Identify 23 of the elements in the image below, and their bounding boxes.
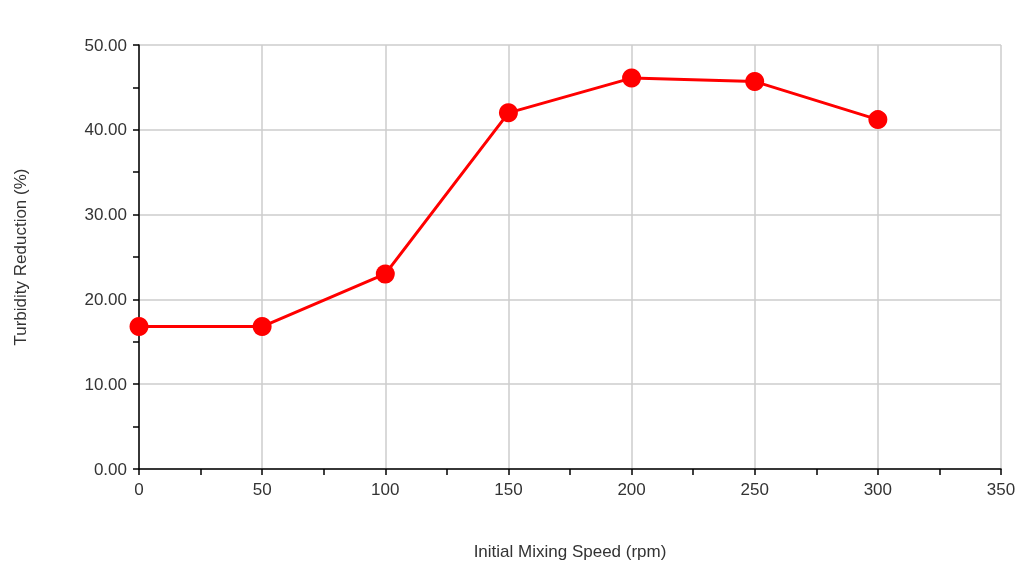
x-tick-label: 300	[863, 480, 893, 499]
x-axis-title: Initial Mixing Speed (rpm)	[473, 542, 667, 561]
y-tick-label: 50.00	[84, 35, 127, 55]
x-tick-label: 150	[494, 480, 523, 499]
point	[622, 68, 642, 88]
x-tick-label: 100	[371, 480, 400, 499]
point	[129, 317, 149, 337]
x-tick-label: 250	[740, 480, 769, 499]
x-tick-label: 350	[986, 480, 1016, 499]
point	[868, 110, 888, 130]
x-tick-label: 50	[252, 480, 272, 499]
point	[745, 71, 765, 91]
point	[375, 264, 395, 284]
y-tick-label: 30.00	[84, 205, 127, 225]
y-tick-label: 40.00	[84, 120, 127, 140]
point	[498, 103, 518, 123]
y-tick-label: 0.00	[93, 459, 127, 479]
x-tick-label: 200	[617, 480, 646, 499]
point	[252, 317, 272, 337]
y-tick-label: 10.00	[84, 374, 127, 394]
x-tick-label: 0	[134, 480, 144, 499]
y-tick-label: 20.00	[84, 289, 127, 309]
y-axis-title: Turbidity Reduction (%)	[11, 168, 30, 346]
